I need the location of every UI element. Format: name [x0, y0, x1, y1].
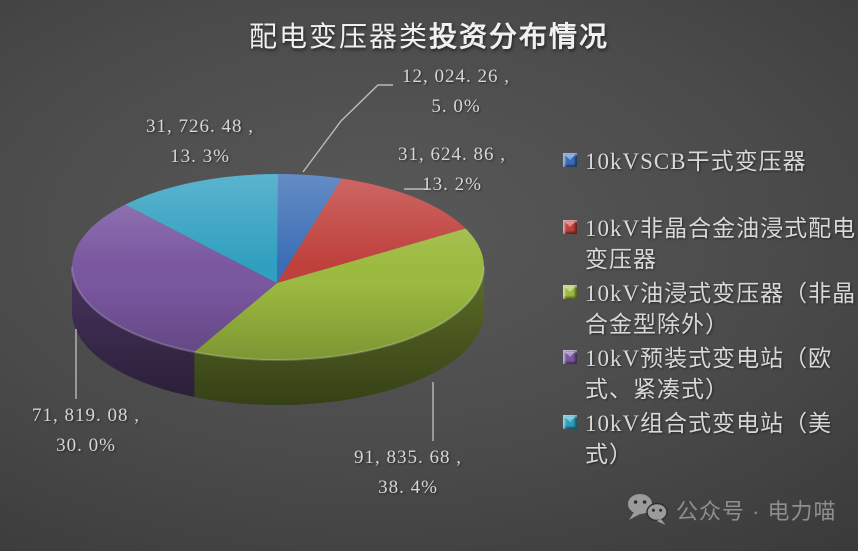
- legend-label-line: 10kV油浸式变压器（非晶: [585, 281, 857, 306]
- data-label-purple: 71, 819. 08 , 30. 0%: [1, 401, 171, 461]
- data-label-value: 91, 835. 68 ,: [354, 447, 462, 468]
- legend-swatch-green: [563, 285, 577, 299]
- wechat-icon: [628, 494, 668, 525]
- legend-label-line: 式）: [585, 442, 633, 467]
- data-label-cyan: 31, 726. 48 , 13. 3%: [115, 112, 285, 172]
- legend-item-non-amorphous-oil: 10kV非晶合金油浸式配电 变压器: [563, 213, 855, 275]
- legend-swatch-purple: [563, 350, 577, 364]
- pie-top-faces: [72, 174, 484, 360]
- chart-legend: 10kVSCB干式变压器 10kV非晶合金油浸式配电 变压器 10kV油浸式变压…: [563, 146, 855, 473]
- legend-label-line: 合金型除外）: [585, 312, 729, 337]
- legend-swatch-cyan: [563, 415, 577, 429]
- data-label-value: 71, 819. 08 ,: [32, 405, 140, 426]
- data-label-pct: 30. 0%: [56, 435, 116, 456]
- data-label-value: 31, 726. 48 ,: [146, 116, 254, 137]
- data-label-pct: 38. 4%: [378, 477, 438, 498]
- legend-label-line: 10kV组合式变电站（美: [585, 411, 833, 436]
- leader-line-blue: [302, 84, 393, 173]
- data-label-pct: 5. 0%: [431, 96, 481, 117]
- legend-label-line: 式、紧凑式）: [585, 377, 729, 402]
- data-label-pct: 13. 3%: [170, 146, 230, 167]
- data-label-value: 31, 624. 86 ,: [398, 144, 506, 165]
- data-label-value: 12, 024. 26 ,: [402, 66, 510, 87]
- legend-swatch-red: [563, 220, 577, 234]
- legend-item-combined-substation: 10kV组合式变电站（美 式）: [563, 408, 855, 470]
- legend-label-line: 10kV预装式变电站（欧: [585, 346, 833, 371]
- data-label-pct: 13. 2%: [422, 174, 482, 195]
- data-label-green: 91, 835. 68 , 38. 4%: [323, 443, 493, 503]
- watermark-text: 公众号 · 电力喵: [676, 499, 837, 524]
- data-label-blue: 12, 024. 26 , 5. 0%: [371, 62, 541, 122]
- chart-title-part1: 配电变压器类: [248, 22, 429, 53]
- legend-label-line: 10kV非晶合金油浸式配电: [585, 216, 857, 241]
- legend-item-prefab-substation: 10kV预装式变电站（欧 式、紧凑式）: [563, 343, 855, 405]
- legend-item-oil-immersed: 10kV油浸式变压器（非晶 合金型除外）: [563, 278, 855, 340]
- leader-lines: [75, 84, 434, 441]
- watermark: 公众号 · 电力喵: [627, 493, 837, 527]
- legend-label-line: 10kVSCB干式变压器: [585, 149, 807, 174]
- chart-title: 配电变压器类投资分布情况: [0, 15, 858, 55]
- legend-label-line: 变压器: [585, 247, 657, 272]
- data-label-red: 31, 624. 86 , 13. 2%: [367, 140, 537, 200]
- legend-item-dry-transformer: 10kVSCB干式变压器: [563, 146, 855, 177]
- chart-title-part2: 投资分布情况: [429, 22, 610, 53]
- legend-swatch-blue: [563, 153, 577, 167]
